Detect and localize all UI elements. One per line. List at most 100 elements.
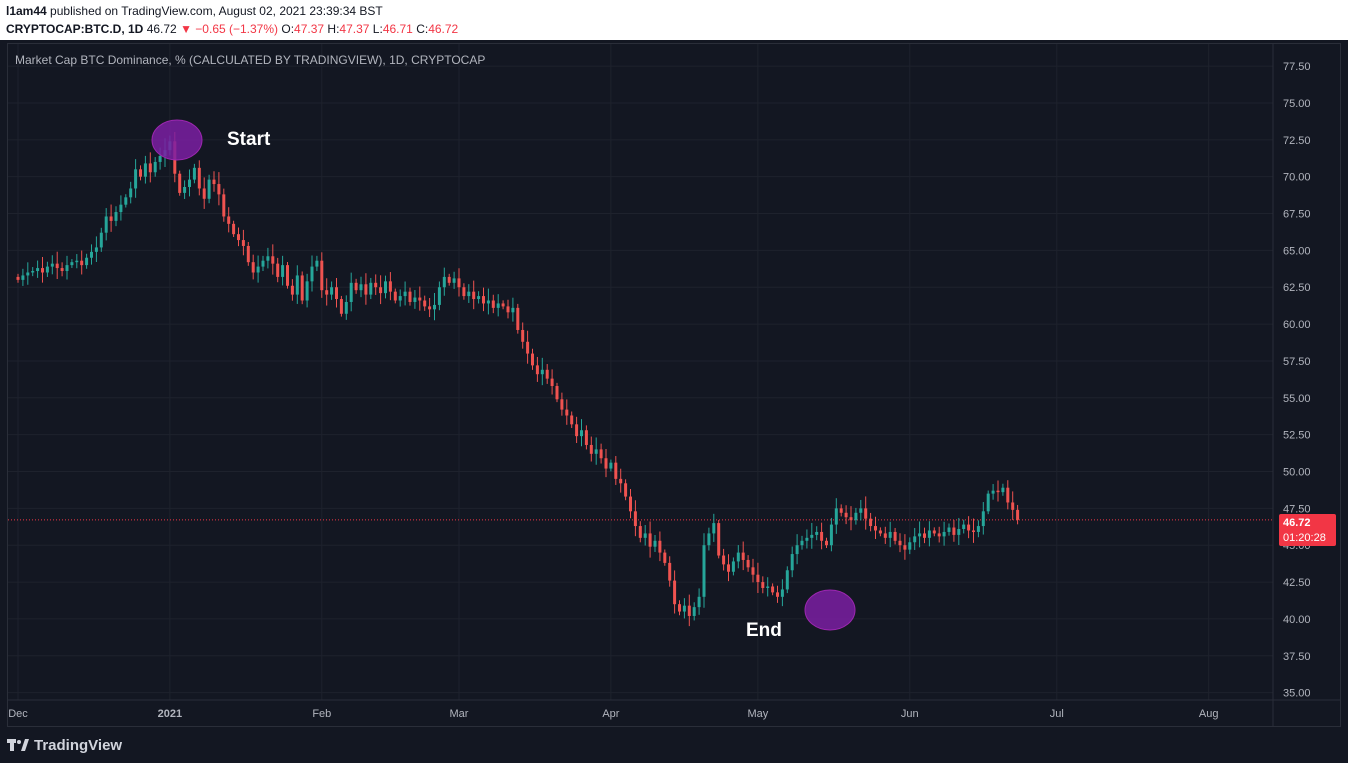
- price-tick-label: 37.50: [1283, 651, 1311, 663]
- candle-body: [565, 409, 569, 416]
- time-tick-label: Mar: [450, 708, 469, 720]
- last-price-value: 46.72: [1283, 517, 1311, 529]
- candle-body: [942, 531, 946, 537]
- candle-body: [614, 462, 618, 479]
- chart-title: Market Cap BTC Dominance, % (CALCULATED …: [15, 53, 485, 67]
- candle-body: [947, 527, 951, 532]
- candle-body: [153, 161, 157, 173]
- candle-body: [927, 530, 931, 538]
- candle-body: [158, 156, 162, 162]
- candle-body: [398, 296, 402, 301]
- candle-body: [393, 291, 397, 301]
- candle-body: [237, 234, 240, 241]
- tradingview-brand[interactable]: TradingView: [34, 736, 123, 754]
- publish-date: published on TradingView.com, August 02,…: [50, 4, 383, 18]
- candle-body: [526, 341, 530, 354]
- candle-body: [834, 508, 838, 525]
- grid-lines: [8, 44, 1273, 700]
- candle-body: [501, 303, 505, 307]
- price-tick-label: 72.50: [1283, 135, 1311, 147]
- candle-body: [751, 567, 755, 575]
- candle-body: [1016, 509, 1020, 520]
- candle-body: [658, 540, 662, 553]
- close-value: 46.72: [428, 22, 459, 36]
- candle-body: [511, 307, 515, 313]
- candle-body: [65, 265, 69, 272]
- candle-body: [192, 167, 196, 180]
- candle-body: [197, 167, 201, 189]
- candle-body: [766, 586, 770, 588]
- candle-body: [21, 275, 25, 280]
- candle-body: [129, 188, 133, 198]
- tradingview-logo-icon: [7, 739, 29, 751]
- last-price-tag: 46.72 01:20:28: [1279, 514, 1336, 546]
- price-tick-label: 75.00: [1283, 98, 1311, 110]
- candle-body: [403, 291, 407, 297]
- candle-body: [717, 523, 721, 556]
- candle-body: [119, 204, 123, 213]
- candle-body: [178, 173, 182, 193]
- time-axis: Dec 2021 Feb Mar Apr May Jun Jul Aug: [8, 708, 1218, 720]
- candle-body: [335, 287, 338, 300]
- candle-body: [844, 512, 848, 518]
- candle-body: [506, 306, 510, 313]
- candle-body: [584, 430, 588, 445]
- candle-body: [707, 533, 711, 546]
- candle-body: [80, 260, 84, 266]
- candle-body: [820, 531, 824, 541]
- time-tick-label: Jul: [1050, 708, 1064, 720]
- end-ellipse: [804, 589, 856, 631]
- candle-body: [1006, 487, 1010, 503]
- open-value: 47.37: [294, 22, 325, 36]
- candle-body: [937, 533, 941, 537]
- candle-body: [139, 169, 142, 177]
- candle-body: [413, 297, 417, 302]
- candle-body: [972, 530, 975, 532]
- price-tick-label: 52.50: [1283, 430, 1311, 442]
- candle-body: [589, 444, 593, 454]
- candle-body: [41, 268, 44, 273]
- candle-body: [854, 512, 858, 521]
- candle-body: [521, 329, 525, 342]
- candle-body: [790, 554, 794, 571]
- candle-body: [227, 216, 231, 224]
- candle-body: [663, 552, 667, 563]
- price-tick-label: 67.50: [1283, 209, 1311, 221]
- candle-body: [952, 527, 956, 535]
- candle-body: [36, 268, 40, 272]
- bar-countdown: 01:20:28: [1283, 532, 1326, 544]
- candle-body: [114, 212, 118, 221]
- candle-body: [869, 518, 873, 527]
- candle-body: [354, 282, 358, 291]
- price-tick-label: 62.50: [1283, 282, 1311, 294]
- candle-body: [50, 263, 54, 267]
- candle-body: [374, 282, 378, 288]
- candle-body: [344, 301, 348, 314]
- candle-body: [300, 275, 304, 301]
- candle-body: [457, 278, 461, 288]
- time-tick-label: Jun: [901, 708, 919, 720]
- author-name[interactable]: l1am44: [6, 4, 47, 18]
- candle-body: [996, 490, 1000, 493]
- candle-body: [437, 287, 441, 305]
- candle-body: [310, 266, 314, 282]
- candle-body: [839, 508, 843, 513]
- annotation-ellipses: [151, 119, 856, 631]
- time-tick-label: Apr: [602, 708, 619, 720]
- candle-body: [447, 276, 451, 283]
- candle-body: [687, 605, 691, 616]
- candle-body: [932, 530, 936, 534]
- candle-body: [188, 179, 191, 187]
- candle-body: [516, 307, 520, 330]
- symbol-name: CRYPTOCAP:BTC.D, 1D: [6, 22, 144, 36]
- candle-body: [535, 365, 539, 375]
- candle-body: [776, 592, 779, 597]
- candle-body: [962, 524, 966, 529]
- candle-body: [99, 232, 103, 248]
- candle-body: [104, 216, 108, 233]
- candle-body: [85, 257, 89, 266]
- annotation-start: Start: [227, 129, 271, 150]
- candle-body: [369, 282, 373, 295]
- candle-body: [281, 265, 285, 277]
